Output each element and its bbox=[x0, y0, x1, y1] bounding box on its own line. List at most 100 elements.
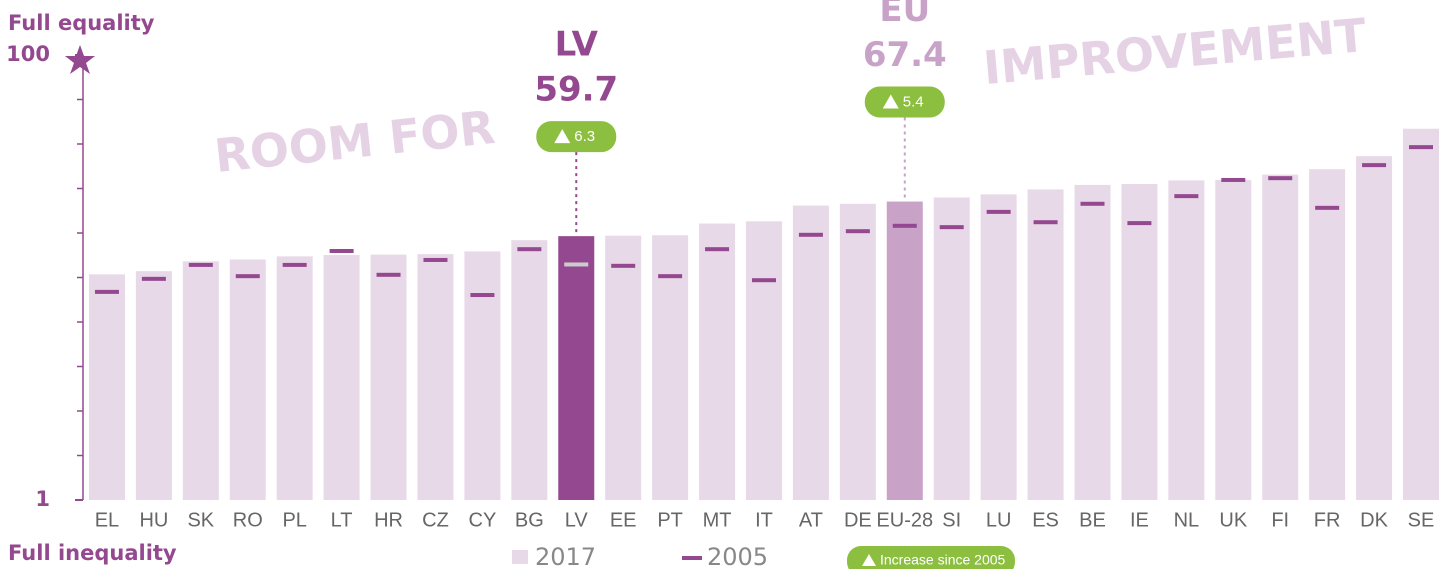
increase-label: 5.4 bbox=[903, 94, 924, 111]
x-tick-label: SI bbox=[942, 509, 961, 531]
marker-2005 bbox=[1127, 221, 1152, 226]
bar bbox=[182, 261, 219, 500]
marker-2005 bbox=[751, 278, 776, 283]
highlight-value: 67.4 bbox=[863, 35, 947, 75]
marker-2005 bbox=[329, 248, 354, 253]
bar bbox=[1074, 184, 1111, 500]
marker-2005 bbox=[1221, 177, 1246, 182]
bar bbox=[88, 274, 125, 500]
bar bbox=[745, 221, 782, 501]
bar bbox=[1215, 179, 1252, 500]
x-tick-label: DE bbox=[844, 509, 872, 531]
x-tick-label: LT bbox=[331, 509, 353, 531]
x-tick-label: RO bbox=[233, 509, 263, 531]
marker-2005 bbox=[892, 223, 917, 228]
increase-label: 6.3 bbox=[574, 128, 595, 145]
marker-2005 bbox=[939, 225, 964, 230]
highlight-value: 59.7 bbox=[534, 70, 618, 110]
marker-2005 bbox=[1315, 205, 1340, 210]
marker-2005 bbox=[986, 209, 1011, 214]
x-tick-label: EE bbox=[610, 509, 637, 531]
bar bbox=[1403, 128, 1440, 501]
bar bbox=[839, 203, 876, 500]
up-triangle bbox=[862, 554, 876, 566]
x-tick-label: EU-28 bbox=[876, 509, 933, 531]
bar bbox=[1168, 180, 1205, 500]
marker-2005 bbox=[517, 247, 542, 252]
legend-swatch bbox=[682, 556, 702, 560]
x-tick-label: EL bbox=[95, 509, 119, 531]
y-top-label: Full equality bbox=[8, 11, 155, 35]
x-tick-label: NL bbox=[1174, 509, 1200, 531]
x-tick-label: LU bbox=[986, 509, 1012, 531]
bar bbox=[370, 254, 407, 500]
y-tick-label: 1 bbox=[35, 487, 50, 511]
marker-2005 bbox=[376, 272, 401, 277]
watermark: IMPROVEMENT bbox=[981, 8, 1369, 95]
x-tick-label: FI bbox=[1271, 509, 1289, 531]
highlight-label: LV bbox=[555, 25, 599, 65]
x-tick-label: HR bbox=[374, 509, 403, 531]
bar bbox=[1356, 156, 1393, 501]
y-bottom-label: Full inequality bbox=[8, 541, 177, 565]
x-tick-label: LV bbox=[565, 509, 589, 531]
increase-badge bbox=[536, 121, 617, 153]
highlight-label: EU bbox=[879, 0, 930, 30]
x-tick-label: BG bbox=[515, 509, 544, 531]
x-tick-label: PL bbox=[282, 509, 306, 531]
bar bbox=[652, 235, 689, 500]
marker-2005 bbox=[1033, 220, 1058, 225]
marker-2005 bbox=[141, 276, 166, 281]
marker-2005 bbox=[423, 257, 448, 262]
x-tick-label: HU bbox=[139, 509, 168, 531]
x-tick-label: PT bbox=[657, 509, 683, 531]
marker-2005 bbox=[188, 262, 213, 267]
up-triangle bbox=[882, 94, 899, 109]
x-tick-label: UK bbox=[1219, 509, 1247, 531]
watermark: ROOM FOR bbox=[212, 100, 497, 183]
bar bbox=[511, 240, 548, 500]
x-tick-label: MT bbox=[703, 509, 732, 531]
legend-label: 2005 bbox=[707, 543, 768, 569]
bar bbox=[1027, 189, 1064, 500]
bar bbox=[229, 259, 266, 500]
legend-swatch bbox=[512, 550, 528, 564]
marker-2005 bbox=[1174, 194, 1199, 199]
marker-2005 bbox=[1080, 201, 1105, 206]
bar bbox=[792, 205, 829, 500]
marker-2005 bbox=[845, 229, 870, 234]
bar bbox=[1262, 174, 1299, 500]
increase-badge bbox=[864, 86, 945, 118]
up-triangle bbox=[554, 129, 571, 144]
bar bbox=[980, 194, 1017, 500]
bar bbox=[464, 251, 501, 500]
marker-2005 bbox=[1409, 145, 1434, 150]
bar bbox=[276, 256, 313, 500]
star-icon bbox=[65, 45, 95, 74]
marker-2005 bbox=[564, 262, 589, 267]
marker-2005 bbox=[798, 232, 823, 237]
x-tick-label: SE bbox=[1408, 509, 1435, 531]
bar bbox=[135, 271, 172, 500]
bar bbox=[699, 223, 736, 500]
x-tick-label: IE bbox=[1130, 509, 1149, 531]
x-tick-label: IT bbox=[755, 509, 773, 531]
marker-2005 bbox=[611, 263, 636, 268]
x-tick-label: AT bbox=[799, 509, 823, 531]
bar bbox=[558, 236, 595, 500]
bar bbox=[605, 235, 642, 501]
y-tick-label: 100 bbox=[6, 42, 50, 66]
x-tick-label: CZ bbox=[422, 509, 449, 531]
marker-2005 bbox=[235, 274, 260, 279]
legend-label: 2017 bbox=[535, 543, 596, 569]
bar bbox=[933, 197, 970, 500]
marker-2005 bbox=[94, 289, 119, 294]
marker-2005 bbox=[1268, 176, 1293, 181]
marker-2005 bbox=[705, 247, 730, 252]
legend-label: Increase since 2005 bbox=[880, 552, 1006, 568]
bar bbox=[1121, 184, 1158, 500]
x-tick-label: SK bbox=[187, 509, 214, 531]
bar bbox=[323, 255, 360, 500]
marker-2005 bbox=[282, 262, 307, 267]
